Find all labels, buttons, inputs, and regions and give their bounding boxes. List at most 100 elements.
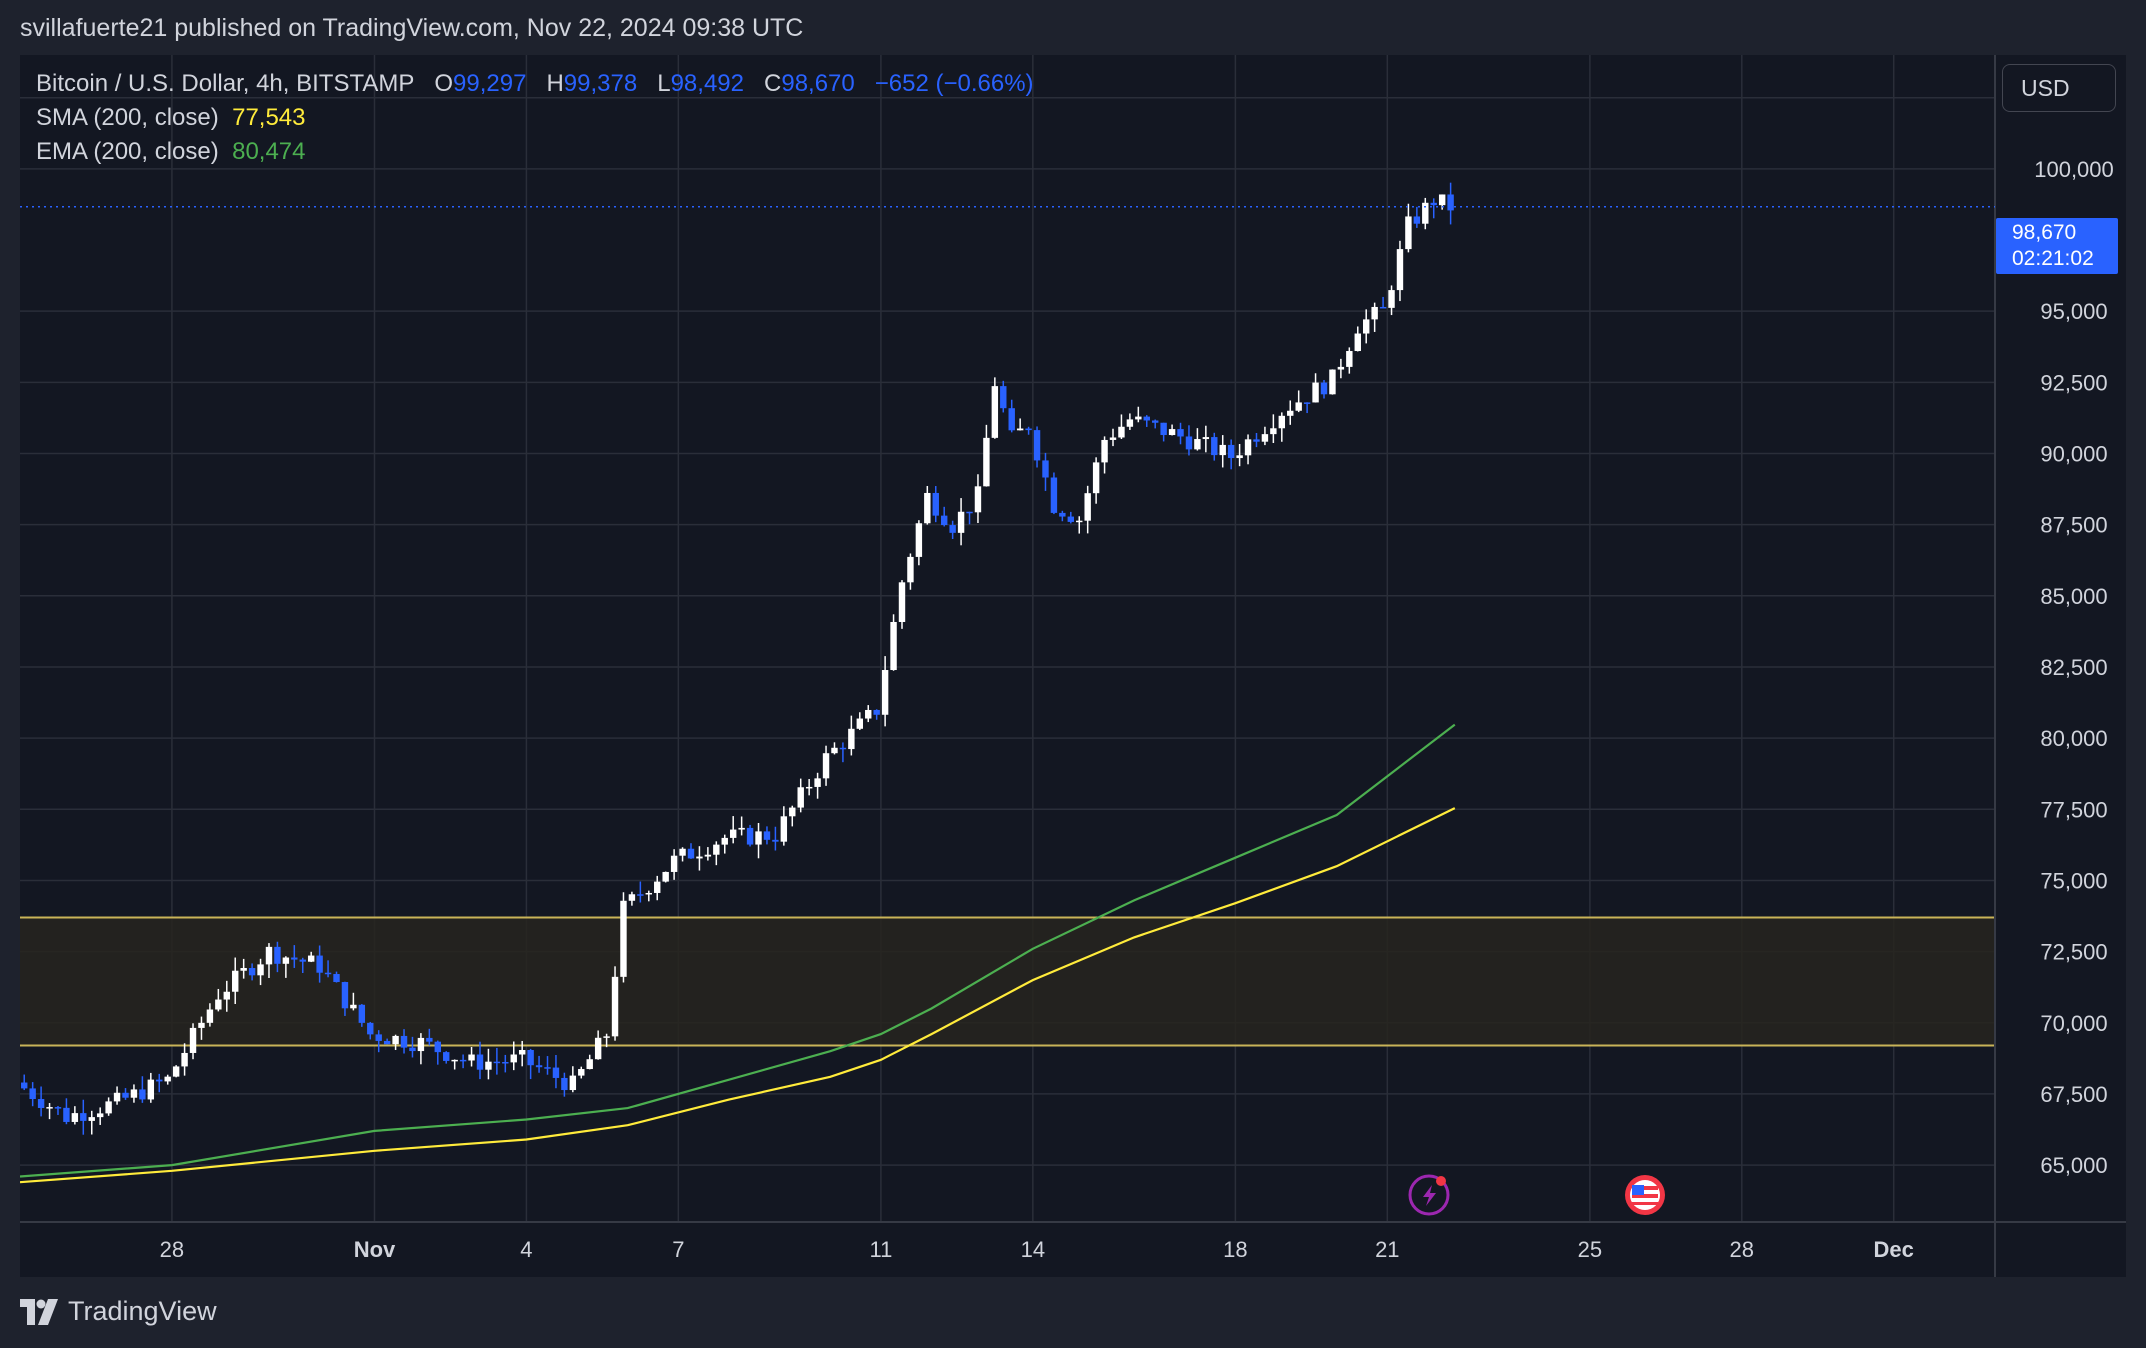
candle-up [1354,326,1361,352]
candle-up [865,705,872,723]
candle-down [122,1088,129,1100]
candle-body [358,1004,366,1023]
candle-up [1101,436,1108,474]
candle-body [1202,437,1210,440]
candle-down [502,1054,509,1073]
candle-body [282,957,290,964]
candle-up [1295,390,1302,413]
candle-body [1405,216,1412,250]
candle-body [257,964,264,976]
ema-line [20,723,1456,1178]
candle-down [324,960,332,978]
ema-legend[interactable]: EMA (200, close) 80,474 [36,138,306,166]
candle-up [468,1046,475,1067]
candle-body [991,386,999,438]
candle-up [88,1110,95,1135]
candle-up [881,656,889,727]
x-tick-label: 28 [160,1237,184,1262]
candle-body [586,1059,593,1070]
candle-body [122,1092,129,1098]
candle-body [63,1107,70,1122]
symbol-title[interactable]: Bitcoin / U.S. Dollar, 4h, BITSTAMP [36,70,415,97]
candle-up [662,871,669,883]
candle-down [527,1048,534,1080]
candle-up [797,778,804,813]
sma-legend[interactable]: SMA (200, close) 77,543 [36,104,306,132]
candle-down [1430,198,1437,219]
candle-down [29,1082,36,1107]
candle-body [459,1059,467,1062]
candle-up [983,424,990,487]
y-tick-label: 72,500 [2040,940,2107,965]
candle-down [940,506,948,527]
candle-body [1135,416,1142,420]
candle-body [1320,382,1328,395]
price-chart[interactable]: 65,000 67,500 70,000 72,500 75,000 77,500 80,0… [20,55,2126,1277]
candle-up [578,1066,585,1079]
candle-body [1211,437,1218,456]
candle-body [37,1099,45,1109]
candle-body [628,894,636,901]
candle-body [662,871,669,882]
candle-up [282,956,290,978]
candle-up [485,1048,492,1080]
candle-up [1371,302,1378,332]
candle-body [333,974,340,983]
candle-body [400,1035,408,1048]
candle-down [1067,511,1075,524]
candle-body [1346,351,1353,367]
candle-body [468,1054,475,1061]
candle-up [1363,309,1370,344]
low-value: 98,492 [670,70,744,97]
candle-up [130,1084,138,1103]
candle-down [493,1047,501,1075]
event-icons [1408,1174,1665,1216]
candle-body [1092,462,1100,494]
currency-button[interactable]: USD [2002,64,2116,112]
candle-body [1236,455,1243,459]
candle-up [215,988,222,1012]
candle-down [552,1055,560,1089]
candle-up [738,816,745,836]
candle-body [54,1107,62,1109]
candle-body [443,1052,450,1061]
candle-body [341,982,349,1009]
candle-body [974,486,982,513]
candle-down [367,1021,374,1040]
candle-body [1278,415,1286,429]
candle-up [1109,428,1117,447]
candle-up [924,485,931,525]
candle-up [679,847,686,862]
candle-body [1177,429,1184,437]
candle-down [544,1056,551,1075]
candle-body [1253,439,1260,442]
candle-body [983,437,990,487]
candle-down [139,1076,146,1103]
candle-up [1118,414,1125,440]
candle-body [949,525,956,533]
candle-body [611,976,619,1037]
candle-body [1143,416,1150,421]
candle-up [105,1097,112,1116]
candle-up [957,498,965,546]
us-flag-event-icon[interactable] [1625,1175,1665,1215]
candle-body [738,827,745,830]
candle-up [594,1030,602,1060]
candle-up [569,1066,577,1093]
x-tick-label: 14 [1021,1237,1045,1262]
footer[interactable]: TradingView [20,1296,217,1327]
candle-down [274,941,281,973]
candle-countdown: 02:21:02 [2012,247,2094,270]
ohlc-legend: Bitcoin / U.S. Dollar, 4h, BITSTAMP O99,… [36,70,1034,98]
lightning-event-icon[interactable] [1408,1174,1450,1216]
x-tick-label: 18 [1223,1237,1247,1262]
candle-up [1422,197,1429,230]
candle-down [746,824,754,847]
candle-up [1396,240,1404,302]
candle-down [1033,426,1041,468]
candle-body [29,1088,36,1100]
candle-body [181,1052,188,1067]
candle-up [729,816,737,844]
candle-body [654,881,661,893]
candle-body [755,831,762,845]
